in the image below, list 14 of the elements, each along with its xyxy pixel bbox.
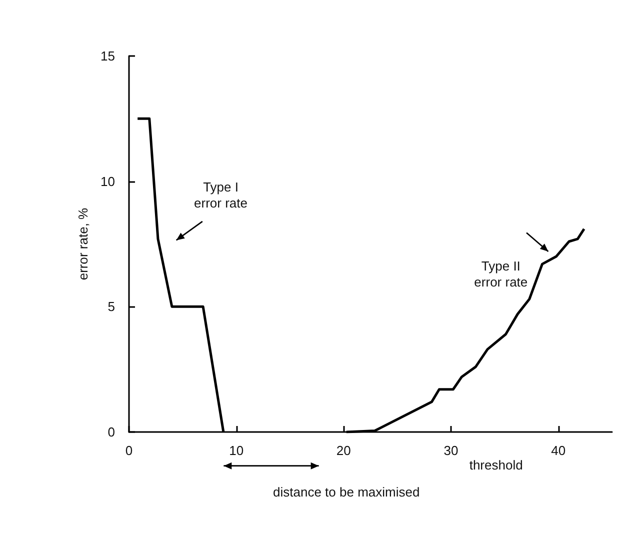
annotation: Type I error rate — [194, 180, 248, 211]
y-tick-label: 15 — [100, 48, 115, 64]
x-axis-title: threshold — [469, 458, 523, 472]
x-tick-label: 0 — [125, 443, 133, 458]
y-tick-label: 10 — [100, 174, 115, 189]
text: distance to be maximised — [273, 484, 420, 500]
x-tick-label: 40 — [551, 443, 566, 458]
annotation: Type II error rate — [474, 258, 528, 290]
y-tick-label: 5 — [108, 299, 115, 314]
y-tick-label: 0 — [108, 424, 115, 440]
x-tick-label: 30 — [444, 443, 458, 458]
x-tick-label: 20 — [336, 443, 351, 458]
y-axis-title: error rate, % — [76, 207, 91, 280]
x-tick-label: 10 — [229, 443, 244, 458]
